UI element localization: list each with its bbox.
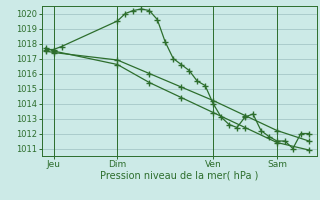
X-axis label: Pression niveau de la mer( hPa ): Pression niveau de la mer( hPa ) <box>100 171 258 181</box>
